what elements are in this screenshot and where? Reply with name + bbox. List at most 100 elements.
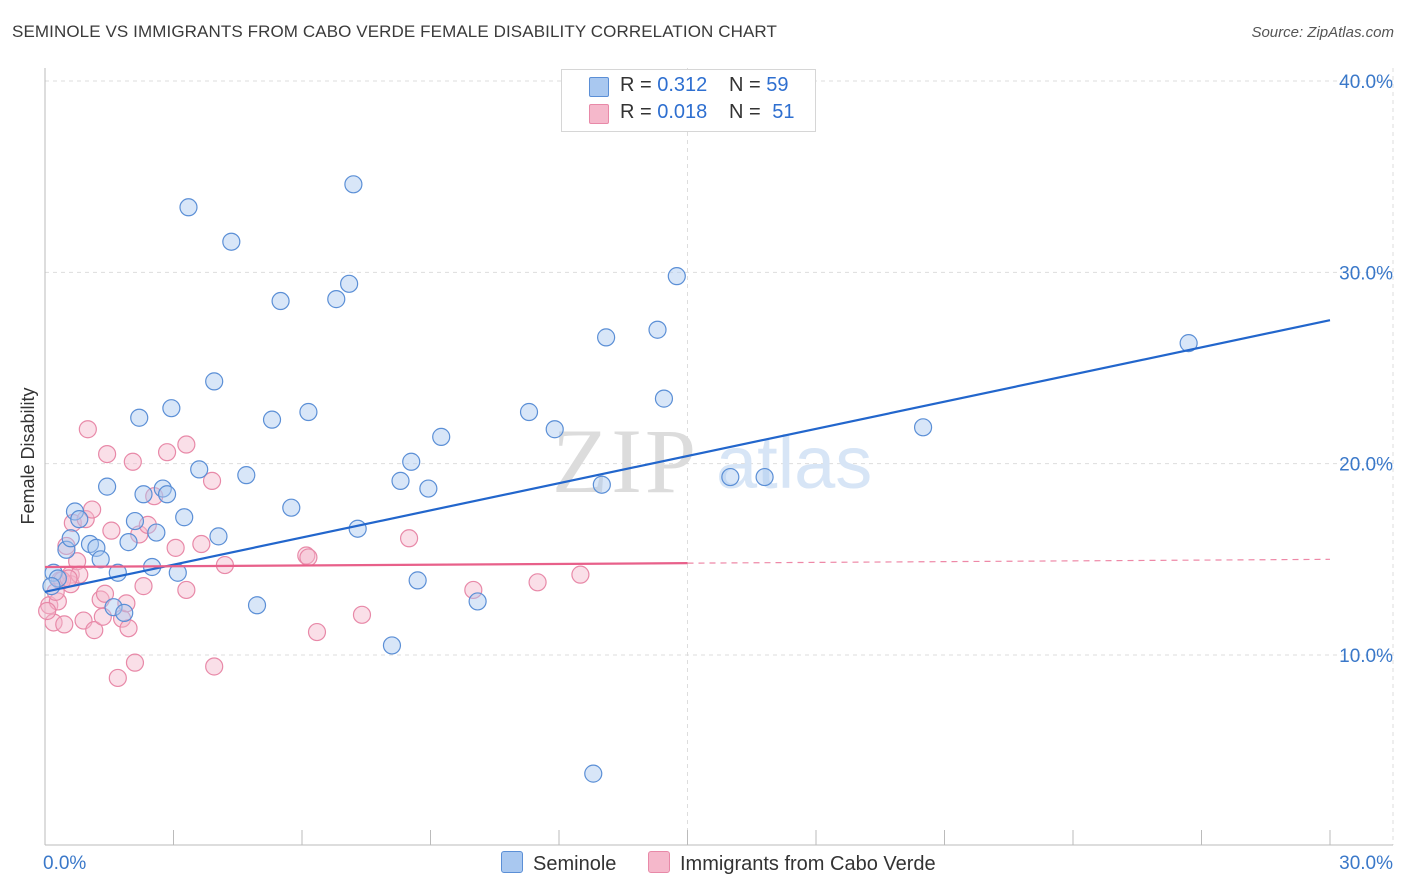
- seminole-point-42: [408, 571, 427, 590]
- seminole-point-49: [592, 475, 611, 494]
- y-tick-label-30: 30.0%: [1339, 263, 1393, 284]
- cabo-verde-point-35: [192, 534, 211, 554]
- watermark-zip: ZIP: [552, 410, 699, 512]
- seminole-point-41: [402, 452, 421, 471]
- stats-legend: R = 0.312 N = 59 R = 0.018 N = 51: [561, 69, 816, 132]
- grid-lines: [45, 68, 1394, 845]
- cabo-verde-point-24: [119, 619, 138, 638]
- legend-swatch-seminole: [589, 77, 609, 97]
- seminole-point-3: [61, 529, 80, 548]
- seminole-trend-line: [44, 319, 1331, 593]
- seminole-point-12: [115, 603, 134, 623]
- cabo-verde-trend-line: [44, 562, 688, 569]
- cabo-verde-point-34: [177, 435, 196, 454]
- cabo-verde-point-18: [95, 584, 115, 603]
- legend-n-seminole: N = 59: [729, 74, 789, 96]
- seminole-point-43: [419, 479, 438, 498]
- seminole-point-15: [130, 408, 149, 427]
- seminole-point-26: [205, 372, 224, 391]
- seminole-point-18: [147, 523, 166, 542]
- seminole-point-25: [190, 460, 209, 479]
- seminole-point-30: [247, 596, 267, 615]
- y-tick-label-40: 40.0%: [1339, 72, 1393, 93]
- seminole-point-35: [327, 290, 346, 309]
- trend-lines: [44, 319, 1331, 593]
- cabo-verde-point-47: [38, 601, 57, 621]
- cabo-verde-point-45: [528, 573, 547, 592]
- seminole-point-37: [344, 175, 363, 194]
- seminole-point-24: [179, 198, 198, 217]
- seminole-point-38: [348, 519, 367, 538]
- seminole-point-54: [721, 467, 740, 487]
- watermark-atlas: atlas: [716, 421, 872, 504]
- cabo-verde-point-26: [125, 653, 145, 672]
- legend-n-cabo-verde: N = 51: [729, 101, 795, 123]
- legend-r-seminole: R = 0.312: [620, 74, 708, 96]
- cabo-verde-point-9: [68, 552, 87, 571]
- series-cabo-verde-points: [38, 420, 590, 688]
- cabo-verde-point-31: [157, 443, 177, 462]
- cabo-verde-point-32: [166, 538, 185, 557]
- cabo-verde-point-40: [299, 548, 318, 567]
- seminole-point-55: [755, 467, 774, 487]
- legend-r-cabo-verde: R = 0.018: [620, 101, 708, 123]
- x-tick-label-min: 0.0%: [43, 853, 86, 874]
- cabo-verde-point-33: [177, 580, 196, 600]
- seminole-point-52: [654, 389, 674, 408]
- watermark: ZIP atlas: [552, 410, 872, 512]
- cabo-verde-point-37: [205, 657, 224, 676]
- seminole-point-28: [222, 232, 241, 251]
- y-tick-label-20: 20.0%: [1339, 455, 1393, 476]
- seminole-point-7: [87, 538, 106, 557]
- cabo-verde-point-41: [307, 622, 327, 642]
- seminole-point-16: [134, 485, 153, 504]
- series-legend-seminole[interactable]: Seminole: [501, 851, 616, 876]
- seminole-point-56: [913, 418, 933, 437]
- series-legend-cabo-verde[interactable]: Immigrants from Cabo Verde: [648, 851, 936, 876]
- cabo-verde-trend-line-extrapolated: [687, 558, 1331, 564]
- seminole-point-50: [597, 328, 616, 347]
- seminole-point-39: [382, 636, 402, 655]
- seminole-point-47: [545, 420, 564, 439]
- seminole-point-9: [98, 477, 117, 496]
- seminole-point-45: [468, 592, 487, 611]
- seminole-point-8: [91, 550, 110, 569]
- seminole-point-14: [125, 511, 145, 531]
- seminole-point-10: [104, 598, 123, 617]
- axis-labels: 10.0% 20.0% 30.0% 40.0% 0.0% 30.0% Female Disa…: [18, 72, 1393, 874]
- seminole-point-48: [584, 764, 603, 783]
- seminole-point-5: [70, 510, 89, 529]
- legend-swatch-cabo-verde: [589, 104, 609, 124]
- cabo-verde-point-46: [571, 565, 590, 584]
- seminole-point-31: [262, 410, 282, 429]
- seminole-point-2: [57, 540, 76, 559]
- cabo-verde-point-13: [78, 420, 97, 439]
- seminole-point-46: [519, 402, 539, 422]
- seminole-point-29: [237, 466, 256, 485]
- cabo-verde-point-28: [134, 577, 153, 596]
- legend-swatch-seminole-bottom: [501, 851, 523, 873]
- seminole-point-36: [340, 274, 359, 293]
- cabo-verde-point-21: [108, 668, 127, 688]
- seminole-point-34: [299, 402, 318, 422]
- seminole-point-32: [271, 291, 290, 311]
- cabo-verde-point-19: [98, 445, 117, 464]
- seminole-point-57: [1179, 334, 1198, 353]
- y-axis-title: Female Disability: [18, 387, 38, 524]
- seminole-point-20: [157, 485, 177, 504]
- seminole-point-40: [391, 471, 410, 490]
- seminole-point-44: [432, 427, 451, 446]
- seminole-point-33: [282, 498, 301, 517]
- chart-title: SEMINOLE VS IMMIGRANTS FROM CABO VERDE F…: [12, 22, 777, 41]
- seminole-point-53: [667, 267, 686, 286]
- seminole-point-23: [175, 508, 194, 527]
- cabo-verde-point-36: [202, 471, 222, 490]
- cabo-verde-point-15: [85, 621, 104, 640]
- y-tick-label-10: 10.0%: [1339, 646, 1393, 667]
- x-tick-label-max: 30.0%: [1339, 853, 1393, 874]
- cabo-verde-point-44: [464, 580, 483, 600]
- cabo-verde-point-25: [123, 452, 142, 471]
- seminole-point-13: [119, 533, 138, 552]
- cabo-verde-point-20: [102, 521, 121, 540]
